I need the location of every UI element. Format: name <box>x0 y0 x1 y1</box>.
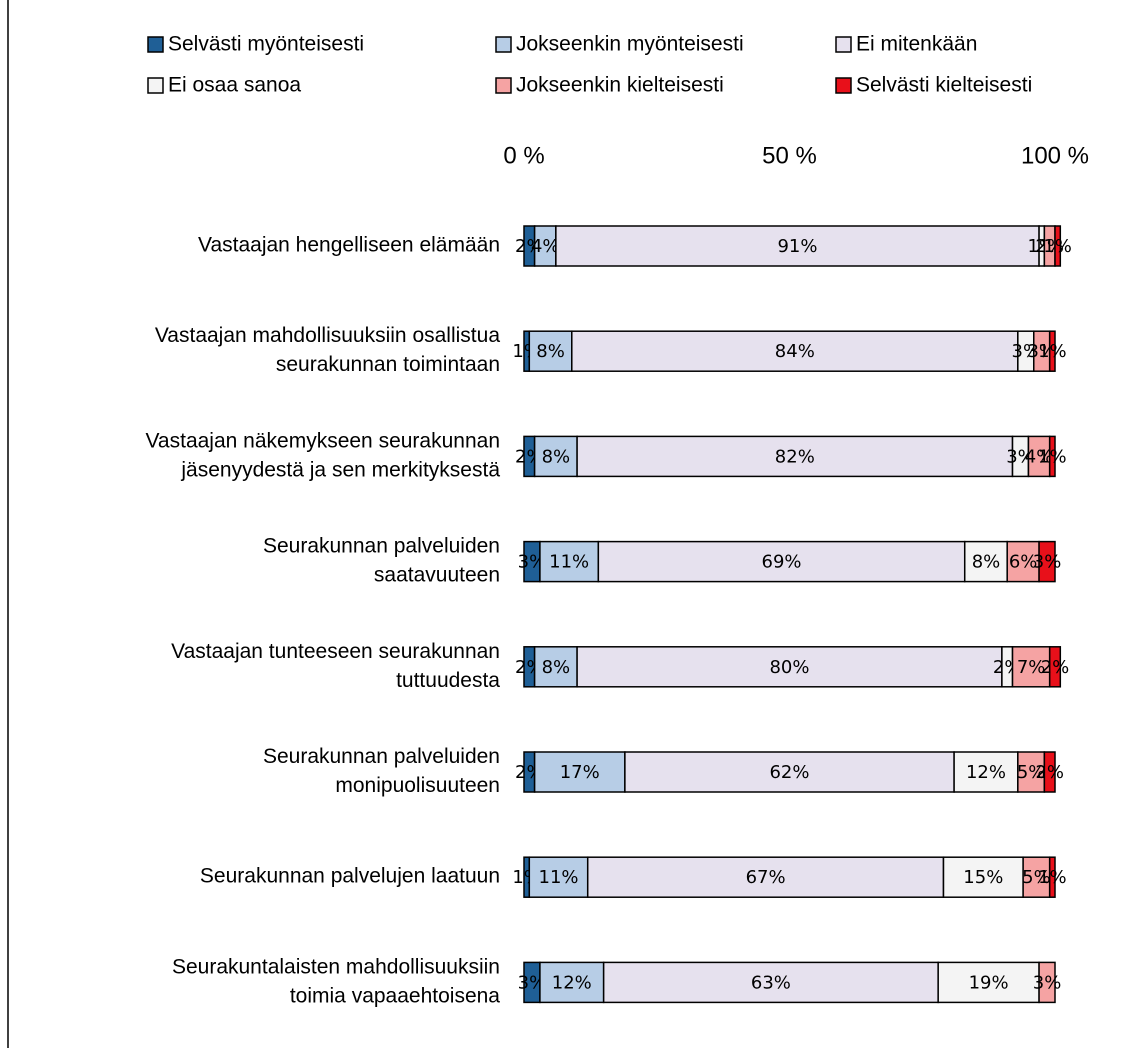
bar-segment <box>1048 435 1056 478</box>
data-label: 17% <box>560 762 600 783</box>
bar-segment <box>533 646 578 688</box>
data-label: 3% <box>518 972 547 993</box>
data-label: 1% <box>1038 867 1067 888</box>
data-label: 7% <box>1017 657 1046 678</box>
data-label: 82% <box>775 446 815 467</box>
bar-segment <box>1048 856 1056 898</box>
legend-swatch <box>147 36 164 53</box>
bar-segment <box>597 540 966 583</box>
data-label: 69% <box>762 552 802 573</box>
legend-swatch <box>835 77 852 94</box>
legend-label: Ei osaa sanoa <box>168 74 301 97</box>
bar-segment <box>576 435 1014 478</box>
data-label: 6% <box>1009 552 1038 573</box>
data-label: 8% <box>536 341 565 362</box>
category-label: toimia vapaaehtoisena <box>290 984 500 1007</box>
bar-segment <box>576 646 1003 688</box>
data-label: 12% <box>552 972 592 993</box>
data-label: 8% <box>972 552 1001 573</box>
data-label: 80% <box>769 657 809 678</box>
bar-segment <box>571 330 1019 372</box>
data-label: 2% <box>1041 657 1070 678</box>
bar-segment <box>1022 856 1051 898</box>
category-label: Vastaajan hengelliseen elämään <box>198 234 500 257</box>
category-label: tuttuudesta <box>396 669 500 692</box>
category-label: seurakunnan toimintaan <box>276 353 500 376</box>
bar-segment <box>1017 751 1046 793</box>
x-tick-label: 100 % <box>1021 142 1089 169</box>
data-label: 19% <box>969 972 1009 993</box>
data-label: 63% <box>751 972 791 993</box>
legend-label: Selvästi kielteisesti <box>856 74 1032 97</box>
bar-segment <box>533 435 578 478</box>
bar-segment <box>963 540 1008 583</box>
data-label: 11% <box>549 552 589 573</box>
category-label: Seurakunnan palvelujen laatuun <box>200 865 500 888</box>
data-label: 67% <box>746 867 786 888</box>
category-label: saatavuuteen <box>374 564 500 587</box>
data-label: 5% <box>1017 762 1046 783</box>
data-label: 3% <box>1033 972 1062 993</box>
x-tick-label: 0 % <box>503 142 544 169</box>
bar-segment <box>528 330 573 372</box>
bar-segment <box>1048 646 1062 688</box>
bar-segment <box>1043 751 1056 793</box>
bar-segment <box>1054 225 1062 267</box>
data-label: 91% <box>777 236 817 257</box>
data-label: 3% <box>1033 552 1062 573</box>
legend-label: Ei mitenkään <box>856 33 977 56</box>
data-label: 2% <box>1035 762 1064 783</box>
legend-swatch <box>835 36 852 53</box>
bar-segment <box>539 961 605 1004</box>
data-label: 4% <box>1025 446 1054 467</box>
data-label: 1% <box>1043 236 1072 257</box>
bar-segment <box>528 856 589 898</box>
data-label: 3% <box>518 552 547 573</box>
data-label: 1% <box>1038 341 1067 362</box>
category-label: Seurakuntalaisten mahdollisuuksiin <box>172 955 500 978</box>
legend-label: Jokseenkin myönteisesti <box>516 33 744 56</box>
legend-swatch <box>495 77 512 94</box>
legend-swatch <box>495 36 512 53</box>
data-label: 11% <box>539 867 579 888</box>
legend-label: Selvästi myönteisesti <box>168 33 364 56</box>
data-label: 3% <box>1027 341 1056 362</box>
data-label: 62% <box>769 762 809 783</box>
category-label: Seurakunnan palveluiden <box>263 535 500 558</box>
data-label: 8% <box>542 657 571 678</box>
data-label: 1% <box>1038 446 1067 467</box>
data-label: 12% <box>966 762 1006 783</box>
bar-segment <box>1038 540 1056 583</box>
bar-segment <box>624 751 955 793</box>
bar-segment <box>1048 330 1056 372</box>
legend-swatch <box>147 77 164 94</box>
category-label: monipuolisuuteen <box>335 774 500 797</box>
category-label: Vastaajan näkemykseen seurakunnan <box>145 429 500 452</box>
category-label: jäsenyydestä ja sen merkityksestä <box>180 458 500 481</box>
bar-segment <box>942 856 1024 898</box>
bar-segment <box>533 751 626 793</box>
data-label: 15% <box>963 867 1003 888</box>
data-label: 3% <box>1006 446 1035 467</box>
x-tick-label: 50 % <box>762 142 817 169</box>
data-label: 3% <box>1012 341 1041 362</box>
data-label: 4% <box>531 236 560 257</box>
category-label: Seurakunnan palveluiden <box>263 745 500 768</box>
data-label: 8% <box>542 446 571 467</box>
bar-segment <box>1011 646 1051 688</box>
data-label: 84% <box>775 341 815 362</box>
bar-segment <box>1038 961 1056 1004</box>
category-label: Vastaajan mahdollisuuksiin osallistua <box>155 324 500 347</box>
legend-label: Jokseenkin kielteisesti <box>516 74 724 97</box>
bar-segment <box>953 751 1019 793</box>
bar-segment <box>539 540 600 583</box>
data-label: 5% <box>1022 867 1051 888</box>
category-label: Vastaajan tunteeseen seurakunnan <box>171 640 500 663</box>
